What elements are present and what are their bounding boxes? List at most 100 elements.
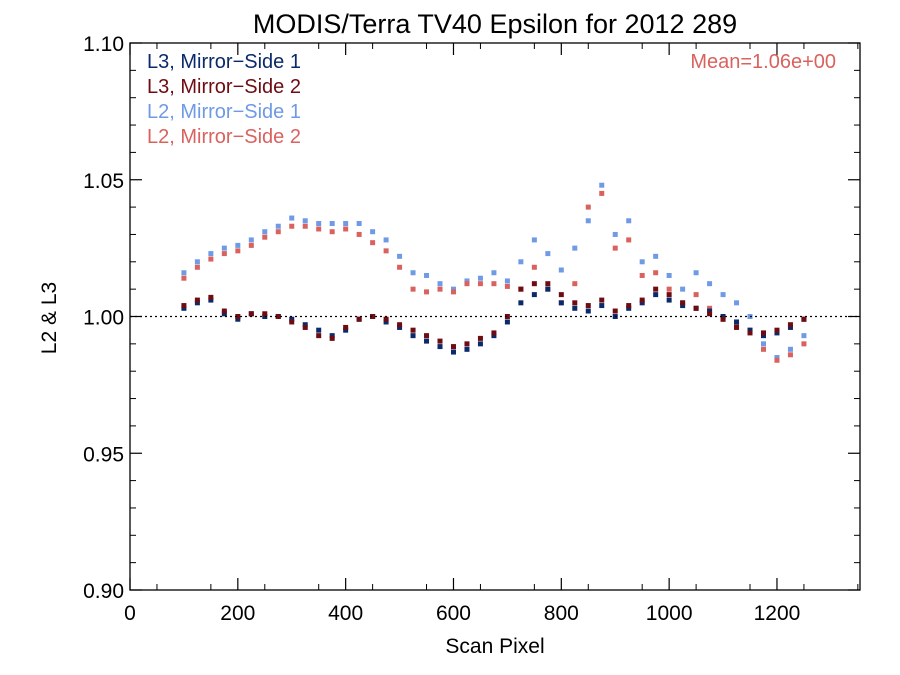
data-point [343, 226, 349, 232]
y-tick-label: 1.05 [83, 170, 124, 193]
data-point [450, 289, 456, 295]
data-point [531, 264, 537, 270]
data-point [410, 327, 416, 333]
data-point [612, 245, 618, 251]
data-point [626, 303, 632, 309]
data-point [491, 281, 497, 287]
data-point [734, 322, 740, 328]
data-point [302, 218, 308, 224]
data-point [289, 223, 295, 229]
data-point [424, 289, 430, 295]
data-point [787, 346, 793, 352]
data-point [464, 346, 470, 352]
data-point [356, 221, 362, 227]
series-2 [181, 281, 807, 350]
data-point [221, 245, 227, 251]
data-point [221, 251, 227, 257]
data-point [437, 344, 443, 350]
data-point [585, 218, 591, 224]
data-point [680, 286, 686, 292]
data-point [639, 272, 645, 278]
data-point [248, 242, 254, 248]
data-point [626, 237, 632, 243]
data-point [734, 319, 740, 325]
data-point [194, 300, 200, 306]
data-point [747, 327, 753, 333]
data-point [545, 281, 551, 287]
x-axis-label: Scan Pixel [445, 635, 544, 658]
data-point [572, 300, 578, 306]
data-point [558, 292, 564, 298]
data-point [235, 248, 241, 254]
data-point [666, 297, 672, 303]
data-point [262, 229, 268, 235]
data-point [181, 303, 187, 309]
data-point [774, 355, 780, 361]
data-point [760, 341, 766, 347]
data-point [693, 270, 699, 276]
data-point [680, 303, 686, 309]
data-point [491, 270, 497, 276]
data-point [545, 251, 551, 257]
data-point [734, 324, 740, 330]
data-point [262, 234, 268, 240]
data-point [464, 278, 470, 284]
data-point [572, 305, 578, 311]
data-point [585, 303, 591, 309]
data-point [707, 281, 713, 287]
legend-entry: L2, Mirror−Side 2 [147, 126, 301, 148]
data-points [181, 182, 807, 363]
data-point [437, 338, 443, 344]
data-point [424, 333, 430, 339]
data-point [787, 322, 793, 328]
data-point [356, 231, 362, 237]
x-tick-label: 600 [436, 602, 471, 625]
data-point [477, 275, 483, 281]
data-point [693, 292, 699, 298]
y-tick-label: 0.90 [83, 580, 124, 603]
data-point [275, 223, 281, 229]
data-point [181, 305, 187, 311]
data-point [599, 182, 605, 188]
data-point [289, 215, 295, 221]
data-point [585, 308, 591, 314]
y-tick-label: 1.00 [83, 307, 124, 330]
data-point [801, 333, 807, 339]
data-point [275, 314, 281, 319]
data-point [747, 330, 753, 336]
x-tick-label: 1000 [646, 602, 693, 625]
legend: L3, Mirror−Side 1 L3, Mirror−Side 2 L2, Mi… [147, 51, 301, 148]
data-point [397, 324, 403, 330]
data-point [787, 352, 793, 358]
data-point [734, 300, 740, 306]
data-point [464, 341, 470, 347]
data-point [653, 270, 659, 276]
data-point [626, 305, 632, 311]
data-point [626, 218, 632, 224]
data-point [370, 240, 376, 246]
data-point [518, 300, 524, 306]
data-point [531, 292, 537, 298]
data-point [397, 264, 403, 270]
x-tick-label: 800 [544, 602, 579, 625]
data-point [774, 330, 780, 336]
data-point [383, 316, 389, 322]
data-point [774, 327, 780, 333]
data-point [262, 311, 268, 317]
data-point [558, 267, 564, 273]
data-point [720, 316, 726, 322]
data-point [774, 357, 780, 363]
data-point [464, 281, 470, 287]
data-point [531, 281, 537, 287]
data-point [343, 324, 349, 330]
data-point [329, 335, 335, 341]
mean-annotation: Mean=1.06e+00 [690, 51, 836, 73]
data-point [760, 333, 766, 339]
data-point [801, 316, 807, 322]
data-point [410, 286, 416, 292]
data-point [235, 314, 241, 319]
data-point [289, 316, 295, 322]
y-tick-label: 1.10 [83, 33, 124, 56]
data-point [450, 349, 456, 355]
